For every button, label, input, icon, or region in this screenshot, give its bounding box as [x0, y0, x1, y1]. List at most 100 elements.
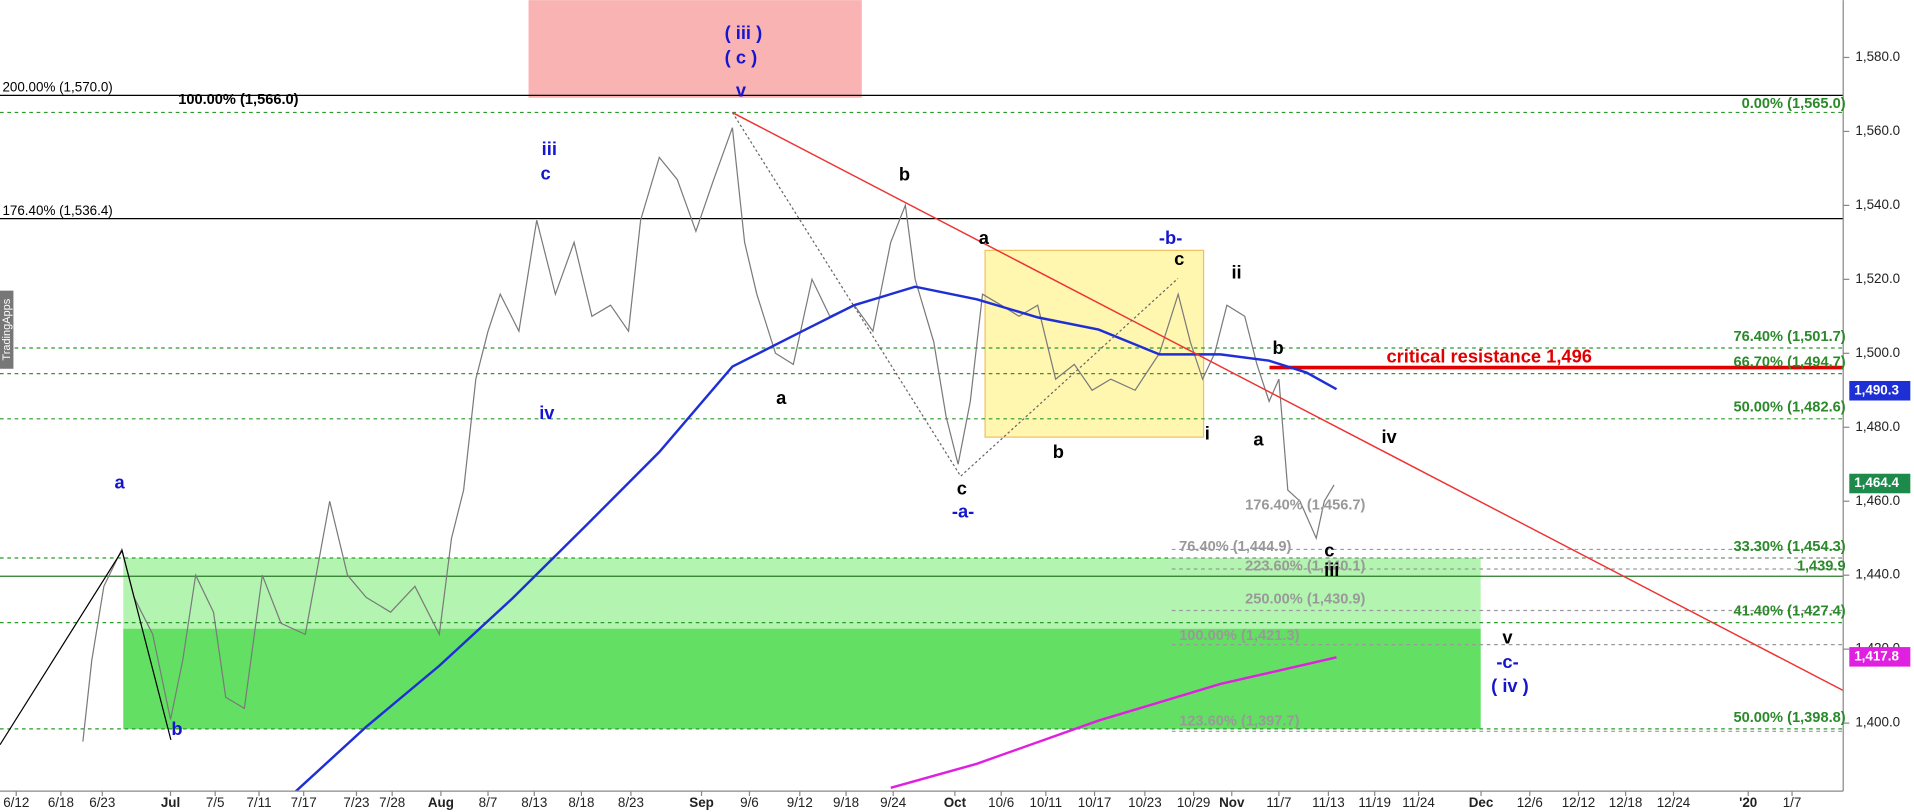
fib-label: 33.30% (1,454.3) [1733, 539, 1845, 555]
wave-label: c [1324, 540, 1334, 561]
series-line [82, 127, 1335, 742]
price-tag [1849, 380, 1911, 401]
x-tick-label: 9/18 [833, 795, 859, 810]
wave-label: b [1272, 337, 1283, 358]
wave-label: ( iv ) [1491, 675, 1529, 696]
wave-label: -b- [1159, 227, 1182, 248]
series-line [890, 656, 1337, 789]
fib-label: 176.40% (1,536.4) [2, 203, 112, 218]
y-tick-label: 1,440.0 [1855, 567, 1900, 582]
x-tick-label: 8/13 [521, 795, 547, 810]
x-tick-label: 11/7 [1266, 795, 1291, 810]
x-tick-label: 10/17 [1078, 795, 1112, 810]
x-tick-label: Nov [1219, 795, 1245, 810]
fib-label: 223.60% (1,440.1) [1245, 558, 1365, 574]
wave-line [0, 549, 172, 746]
wave-label: iii [542, 138, 557, 159]
y-tick-label: 1,480.0 [1855, 419, 1900, 434]
x-tick-label: Dec [1469, 795, 1494, 810]
x-tick-label: 1/7 [1783, 795, 1802, 810]
price-tag [1849, 473, 1911, 494]
x-tick-label: 6/12 [3, 795, 29, 810]
wave-label: ( c ) [725, 47, 758, 68]
x-tick-label: 12/24 [1657, 795, 1691, 810]
x-tick-label: 7/5 [206, 795, 225, 810]
support-zone-inner [123, 628, 1481, 729]
price-axis [1843, 0, 1914, 812]
wave-label: a [776, 387, 787, 408]
y-tick-label: 1,520.0 [1855, 271, 1900, 286]
series-line [292, 285, 1338, 795]
x-tick-label: 7/23 [343, 795, 369, 810]
wave-label: ( iii ) [725, 22, 763, 43]
wave-label: iii [1324, 559, 1339, 580]
x-tick-label: 11/19 [1358, 795, 1391, 810]
wave-label: a [979, 227, 990, 248]
wave-label: -c- [1496, 651, 1518, 672]
fib-label: 100.00% (1,566.0) [178, 92, 298, 108]
wave-label: -a- [952, 501, 974, 522]
wave-label: b [899, 164, 910, 185]
x-tick-label: 10/11 [1030, 795, 1063, 810]
x-tick-label: 8/18 [568, 795, 594, 810]
x-tick-label: '20 [1739, 795, 1757, 810]
fib-label: 250.00% (1,430.9) [1245, 591, 1365, 607]
x-tick-label: 9/24 [880, 795, 907, 810]
target-zone [528, 0, 862, 98]
x-tick-label: Oct [944, 795, 967, 810]
fib-label: 66.70% (1,494.7) [1733, 355, 1845, 371]
price-tag-label: 1,490.3 [1854, 382, 1899, 397]
wave-line [731, 112, 1179, 478]
y-tick-label: 1,580.0 [1855, 49, 1900, 64]
x-tick-label: 12/12 [1562, 795, 1596, 810]
fib-label: 76.40% (1,444.9) [1179, 539, 1291, 555]
plot-area [0, 94, 1850, 795]
x-tick-label: 7/11 [246, 795, 271, 810]
x-tick-label: 10/6 [988, 795, 1014, 810]
price-tag-label: 1,417.8 [1854, 648, 1899, 663]
fib-label: 50.00% (1,482.6) [1733, 400, 1845, 416]
wave-label: v [1502, 626, 1513, 647]
watermark: TradingApps [1, 298, 13, 360]
watermark-box [0, 290, 14, 369]
fib-label: 100.00% (1,421.3) [1179, 628, 1299, 644]
wave-label: c [541, 163, 551, 184]
x-tick-label: 7/17 [291, 795, 317, 810]
fib-label: 123.60% (1,397.7) [1179, 713, 1299, 729]
wave-label: c [1174, 248, 1184, 269]
fib-label: 76.40% (1,501.7) [1733, 329, 1845, 345]
fib-label: 0.00% (1,565.0) [1742, 96, 1846, 112]
x-tick-label: 6/18 [48, 795, 74, 810]
x-tick-label: 10/29 [1177, 795, 1211, 810]
x-tick-label: 9/6 [740, 795, 759, 810]
wave-label: v [736, 80, 747, 101]
series-line [732, 111, 1844, 692]
x-tick-label: 11/13 [1312, 795, 1345, 810]
wave-label: iv [1381, 426, 1397, 447]
wave-label: ii [1231, 261, 1241, 282]
wave-label: b [171, 718, 182, 739]
y-tick-label: 1,400.0 [1855, 715, 1900, 730]
price-tag [1849, 647, 1911, 667]
wave-label: a [1253, 429, 1264, 450]
x-tick-label: 8/23 [618, 795, 644, 810]
y-tick-label: 1,460.0 [1855, 493, 1900, 508]
x-tick-label: Sep [689, 795, 714, 810]
x-tick-label: 12/18 [1609, 795, 1643, 810]
fib-label: 50.00% (1,398.8) [1733, 710, 1845, 726]
time-axis [0, 791, 1844, 812]
fib-label: 200.00% (1,570.0) [2, 80, 112, 95]
wave-label: iv [539, 402, 555, 423]
y-tick-label: 1,500.0 [1855, 345, 1900, 360]
x-tick-label: 6/23 [89, 795, 115, 810]
wave-label: b [1053, 441, 1064, 462]
fib-label: 1,439.9 [1797, 558, 1846, 574]
wave-label: a [115, 471, 126, 492]
x-tick-label: 12/6 [1517, 795, 1543, 810]
x-tick-label: Jul [161, 795, 180, 810]
wave-label: i [1205, 423, 1210, 444]
wave-label: c [957, 477, 967, 498]
x-tick-label: 8/7 [479, 795, 498, 810]
